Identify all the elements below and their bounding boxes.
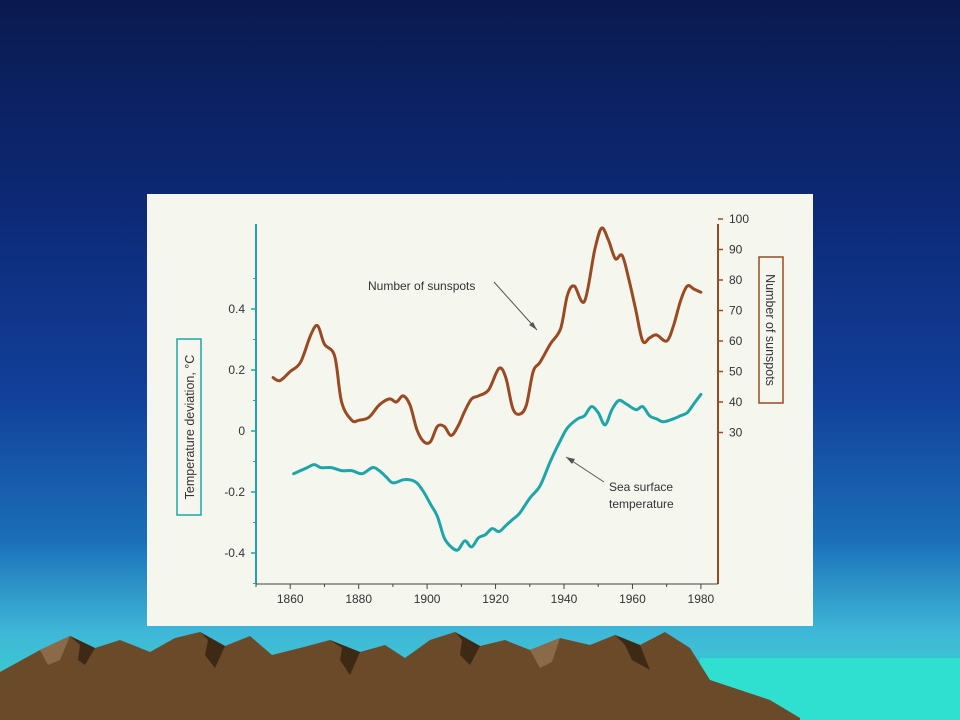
y-right-tick-label: 40 xyxy=(729,395,743,409)
x-tick-label: 1900 xyxy=(414,592,441,606)
mountain-shadow xyxy=(330,640,360,675)
y-right-tick-label: 30 xyxy=(729,426,743,440)
chart-panel: 1860 1880 1900 1920 1940 1960 1980 0.4 0.2 0 -0.2… xyxy=(147,194,813,626)
x-tick-label: 1980 xyxy=(688,592,715,606)
mountain-shadow xyxy=(615,635,650,670)
y-right-tick-label: 80 xyxy=(729,273,743,287)
annotation-sea-temp-line1: Sea surface xyxy=(609,480,673,494)
y-right-axis-ticks: 100 90 80 70 60 50 40 30 xyxy=(718,212,749,440)
annotation-sea-temp-line2: temperature xyxy=(609,497,674,511)
series-line-sea-surface-temperature xyxy=(292,392,703,552)
mountain-highlight xyxy=(530,638,560,668)
series-line-number-of-sunspots xyxy=(271,226,703,445)
y-right-axis-label: Number of sunspots xyxy=(763,274,777,386)
mountain-range xyxy=(0,632,800,720)
arrowhead-sea-temp xyxy=(566,457,575,464)
mountain-shadow xyxy=(70,636,95,665)
y-right-tick-label: 90 xyxy=(729,243,743,257)
y-left-axis-label: Temperature deviation, °C xyxy=(183,355,197,500)
x-axis-ticks: 1860 1880 1900 1920 1940 1960 1980 xyxy=(255,584,715,606)
y-right-tick-label: 60 xyxy=(729,334,743,348)
annotation-sunspots: Number of sunspots xyxy=(368,279,475,293)
x-tick-label: 1860 xyxy=(277,592,304,606)
arrowhead-sunspots xyxy=(529,322,537,330)
y-left-tick-label: 0 xyxy=(238,424,245,438)
y-right-tick-label: 50 xyxy=(729,365,743,379)
series-layer xyxy=(271,226,703,552)
mountain-shadow xyxy=(200,632,225,668)
y-left-tick-label: -0.4 xyxy=(224,546,245,560)
mountain-shadow xyxy=(455,632,480,665)
mountain-highlight xyxy=(40,636,70,665)
x-tick-label: 1960 xyxy=(619,592,646,606)
y-left-tick-label: 0.2 xyxy=(228,363,245,377)
y-left-tick-label: -0.2 xyxy=(224,485,245,499)
y-right-tick-label: 100 xyxy=(729,212,749,226)
y-left-label-box xyxy=(176,338,202,516)
x-tick-label: 1940 xyxy=(551,592,578,606)
y-left-axis-ticks: 0.4 0.2 0 -0.2 -0.4 xyxy=(224,278,256,584)
annotation-arrow-sunspots xyxy=(493,281,538,331)
x-tick-label: 1920 xyxy=(482,592,509,606)
y-left-tick-label: 0.4 xyxy=(228,302,245,316)
chart-canvas: 1860 1880 1900 1920 1940 1960 1980 0.4 0.2 0 -0.2… xyxy=(176,212,784,606)
y-right-label-box xyxy=(758,256,784,404)
y-right-tick-label: 70 xyxy=(729,304,743,318)
x-tick-label: 1880 xyxy=(345,592,372,606)
